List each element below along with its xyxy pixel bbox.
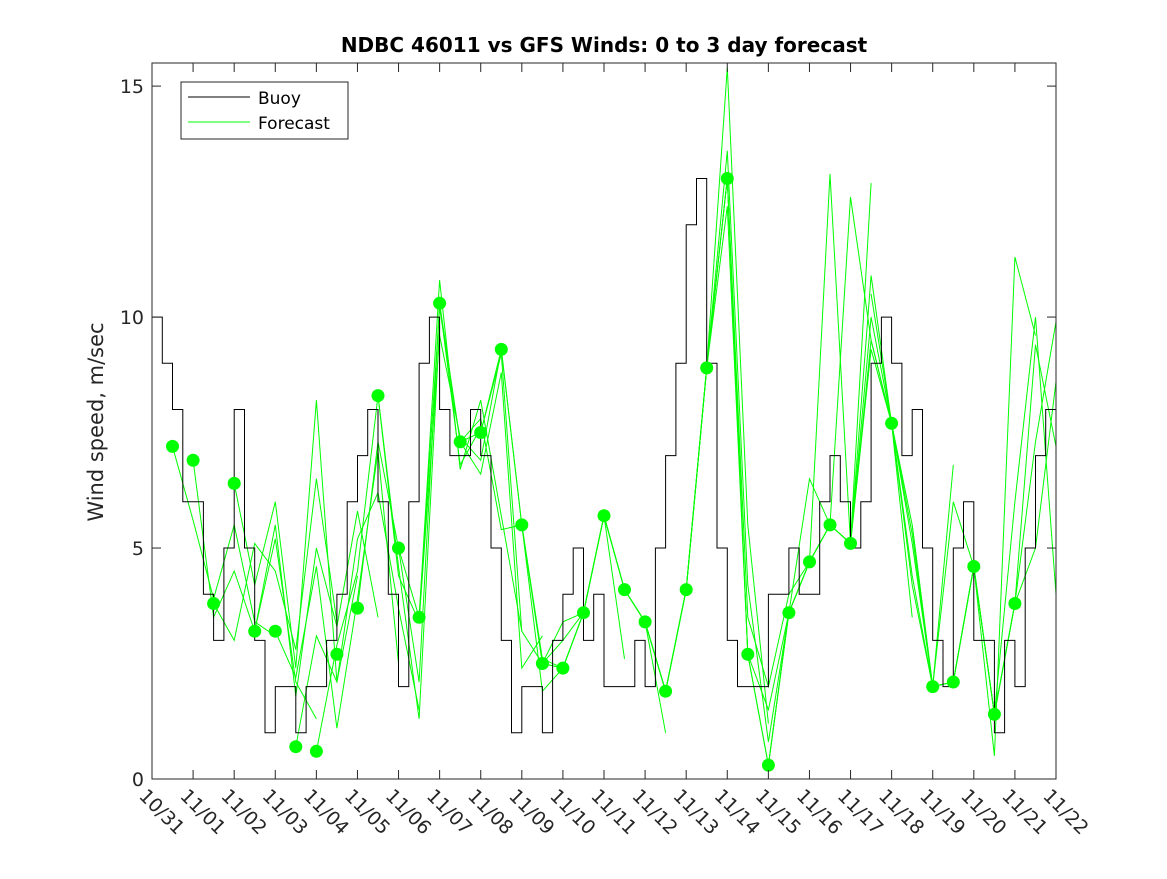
forecast-point [330, 647, 344, 661]
forecast-point [618, 583, 631, 597]
forecast-point [638, 615, 652, 629]
forecast-points-layer [166, 172, 1022, 772]
forecast-point [720, 172, 734, 185]
chart-title: NDBC 46011 vs GFS Winds: 0 to 3 day fore… [341, 33, 868, 57]
forecast-point [967, 560, 981, 573]
forecast-point [433, 296, 447, 310]
forecast-point [659, 684, 673, 698]
forecast-point [577, 606, 590, 620]
forecast-point [1008, 597, 1022, 610]
forecast-point [268, 624, 282, 638]
forecast-point [248, 624, 262, 638]
forecast-point [741, 647, 755, 661]
forecast-point [515, 518, 529, 532]
forecast-point [700, 361, 714, 375]
forecast-point [351, 601, 364, 615]
y-tick-label: 5 [132, 538, 144, 560]
buoy-line [152, 178, 1056, 734]
forecast-point [844, 536, 857, 550]
forecast-point [289, 740, 303, 754]
legend-box [180, 81, 349, 140]
forecast-point [494, 342, 508, 356]
forecast-point [186, 453, 200, 467]
y-tick-label: 10 [120, 307, 144, 329]
forecast-point [885, 416, 899, 430]
forecast-point [597, 509, 611, 523]
forecast-point [392, 541, 405, 555]
forecast-point [761, 758, 775, 772]
forecast-point [227, 476, 241, 490]
forecast-point [207, 597, 221, 610]
forecast-point [679, 583, 693, 597]
forecast-line-25 [706, 206, 831, 712]
forecast-point [987, 707, 1001, 721]
y-tick-label: 0 [132, 769, 144, 791]
y-axis-label: Wind speed, m/sec [84, 322, 108, 521]
legend: Buoy Forecast [180, 81, 349, 140]
forecast-point [535, 657, 549, 670]
forecast-point [453, 435, 467, 449]
forecast-point [556, 661, 570, 675]
forecast-point [166, 439, 179, 453]
forecast-point [823, 518, 837, 532]
forecast-point [412, 610, 426, 624]
forecast-line-2 [213, 478, 338, 650]
legend-forecast-label: Forecast [258, 114, 330, 134]
forecast-point [946, 675, 960, 689]
forecast-point [474, 426, 488, 439]
forecast-line-4 [254, 511, 379, 696]
legend-buoy-label: Buoy [258, 89, 301, 109]
forecast-point [782, 606, 796, 620]
y-tick-label: 15 [120, 76, 144, 98]
forecast-point [309, 744, 323, 758]
forecast-point [371, 389, 385, 403]
forecast-point [803, 555, 816, 569]
forecast-point [926, 680, 940, 694]
